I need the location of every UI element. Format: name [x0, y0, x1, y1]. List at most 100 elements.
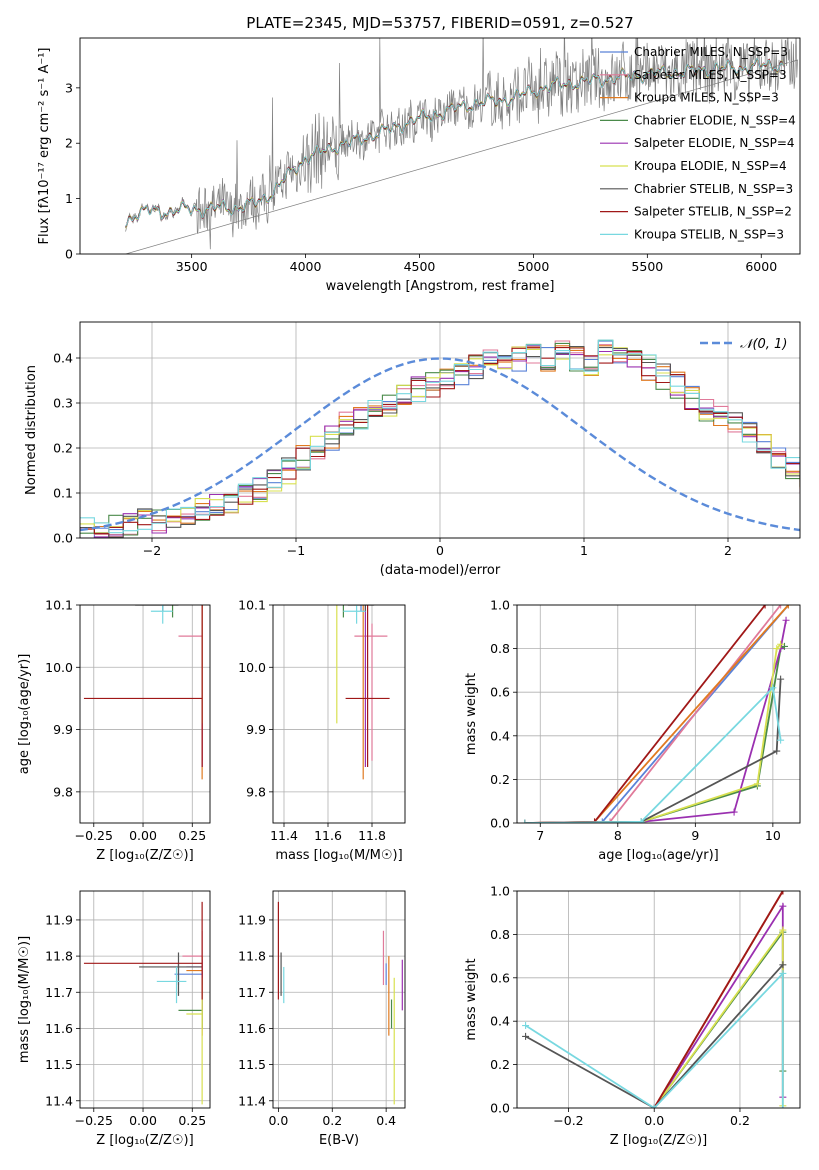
x-axis-label: mass [log₁₀(M/M☉)]: [275, 848, 402, 863]
x-tick-label: −2: [143, 543, 161, 558]
y-tick-label: 11.8: [45, 949, 73, 964]
legend-entry: Kroupa ELODIE, N_SSP=4: [634, 159, 787, 173]
y-tick-label: 0.4: [490, 728, 510, 743]
y-tick-label: 1.0: [490, 884, 510, 899]
x-tick-label: 4500: [404, 259, 436, 274]
age-vs-mass-panel: 11.4 11.6 11.8 9.8 9.9 10.0 10.1 mass [log₁₀(M/…: [238, 598, 406, 863]
x-tick-label: 8: [614, 828, 622, 843]
observed-spectrum-line: [125, 38, 798, 254]
errorbar-point-2: [354, 623, 388, 761]
cumulative-marker: [522, 1032, 530, 1040]
cumulative-marker: [779, 1104, 787, 1108]
y-tick-label: 0.6: [490, 685, 510, 700]
errorbar-point-1: [360, 605, 362, 612]
y-tick-label: 0.8: [490, 641, 510, 656]
y-tick-label: 11.8: [238, 949, 266, 964]
x-tick-label: 4000: [290, 259, 322, 274]
cumulative-series-3: [521, 605, 792, 823]
y-tick-label: 9.9: [53, 722, 73, 737]
legend: 𝒩(0, 1): [700, 337, 787, 352]
x-tick-label: 0.25: [178, 828, 206, 843]
cumulative-line: [524, 605, 766, 823]
y-tick-label: 0.0: [53, 531, 73, 546]
x-tick-label: 5500: [631, 259, 663, 274]
cumulative-line: [653, 891, 784, 1108]
plot-area: [336, 605, 390, 780]
cumulative-marker: [777, 675, 785, 683]
grid-lines: [273, 891, 405, 1108]
cumulative-marker: [730, 808, 738, 816]
errorbar-point-8: [345, 605, 390, 767]
y-tick-label: 0.2: [53, 441, 73, 456]
x-tick-label: 0.0: [268, 1113, 288, 1128]
y-tick-label: 10.0: [45, 660, 73, 675]
x-tick-label: 3500: [176, 259, 208, 274]
cumulative-series-6: [521, 640, 785, 823]
x-tick-label: 0.2: [730, 1113, 750, 1128]
y-tick-label: 0.6: [490, 970, 510, 985]
cumulative-line: [524, 643, 782, 823]
errorbar-point-4: [171, 605, 174, 618]
y-axis-label: mass weight: [464, 673, 479, 755]
y-tick-label: 1.0: [490, 598, 510, 613]
cumulative-marker: [753, 780, 761, 788]
axes-frame: [272, 890, 406, 1109]
cumulative-marker: [773, 645, 781, 653]
y-tick-label: 0.2: [490, 1057, 510, 1072]
grid-lines: [80, 604, 210, 823]
errorbar-point-7: [347, 605, 375, 612]
x-axis-label: wavelength [Angstrom, rest frame]: [326, 279, 555, 294]
x-axis-label: (data-model)/error: [380, 563, 501, 578]
grid-lines: [80, 891, 210, 1108]
y-tick-label: 11.5: [238, 1057, 266, 1072]
y-tick-label: 11.9: [238, 912, 266, 927]
legend-entry: Kroupa MILES, N_SSP=3: [634, 91, 779, 105]
age-vs-metallicity-panel: −0.25 0.00 0.25 9.8 9.9 10.0 10.1 Z [log₁₀(Z/Z☉…: [17, 598, 211, 863]
residuals-panel: −2 −1 0 1 2 0.0 0.1 0.2 0.3 0.4 (data-model)/error…: [24, 321, 801, 578]
histogram-series-3: [80, 345, 800, 536]
x-tick-label: 11.4: [270, 828, 298, 843]
x-tick-label: 6000: [745, 259, 777, 274]
cumulative-marker: [761, 605, 769, 609]
y-axis-label: age [log₁₀(age/yr)]: [17, 654, 32, 775]
axes-frame: [79, 37, 801, 255]
plot-area: [277, 901, 403, 1105]
plot-area: [521, 605, 792, 823]
errorbar-point-5: [364, 605, 366, 767]
y-tick-label: 11.7: [238, 985, 266, 1000]
errorbar-point-5: [201, 605, 203, 767]
histogram-series-9: [80, 339, 800, 534]
axes-frame: [79, 604, 211, 824]
x-tick-label: 11.6: [314, 828, 342, 843]
cumulative-line: [524, 605, 790, 823]
histogram-series-5: [80, 345, 800, 538]
y-tick-label: 3: [65, 80, 73, 95]
plot-area: [80, 339, 800, 538]
errorbar-point-6: [336, 605, 338, 724]
y-tick-label: 0: [65, 247, 73, 262]
x-tick-label: 10: [765, 828, 781, 843]
grid-lines: [80, 322, 800, 539]
y-tick-label: 11.6: [238, 1021, 266, 1036]
axes-frame: [79, 890, 211, 1109]
x-axis-label: E(B-V): [319, 1133, 359, 1148]
errorbar-point-1: [162, 605, 164, 612]
cumulative-series-8: [650, 891, 787, 1108]
axes-frame: [79, 321, 801, 539]
cumulative-marker: [779, 969, 787, 977]
axes-frame: [516, 890, 801, 1109]
y-tick-label: 0.4: [490, 1014, 510, 1029]
cumulative-series-6: [650, 926, 787, 1108]
cumulative-marker: [522, 1022, 530, 1030]
cumulative-age-panel: 7 8 9 10 0.0 0.2 0.4 0.6 0.8 1.0 age [log₁₀(age/yr…: [464, 598, 801, 863]
errorbar-point-4: [342, 605, 344, 618]
x-tick-label: 5000: [518, 259, 550, 274]
model-line-9: [125, 57, 785, 227]
plot-area: [83, 605, 203, 780]
legend-entry: Salpeter MILES, N_SSP=3: [634, 68, 787, 82]
cumulative-line: [653, 903, 784, 1108]
cumulative-series-2: [521, 605, 785, 823]
cumulative-marker: [650, 1104, 658, 1108]
errorbar-point-9: [150, 605, 173, 624]
